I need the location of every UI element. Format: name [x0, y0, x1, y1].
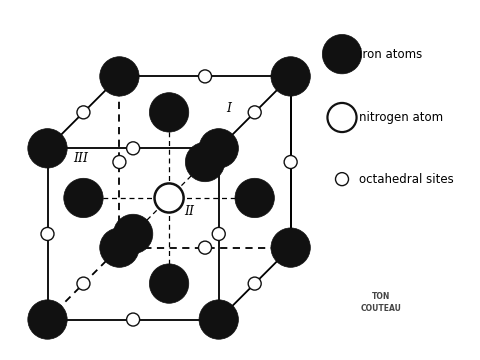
Text: I: I [226, 102, 231, 115]
Ellipse shape [100, 57, 139, 96]
Ellipse shape [185, 142, 225, 182]
Circle shape [248, 106, 261, 119]
Circle shape [155, 184, 184, 212]
Ellipse shape [100, 228, 139, 267]
Circle shape [327, 103, 357, 132]
Ellipse shape [113, 214, 153, 254]
Ellipse shape [199, 300, 239, 339]
Ellipse shape [149, 264, 189, 303]
Circle shape [77, 277, 90, 290]
Circle shape [199, 241, 212, 254]
Ellipse shape [235, 178, 275, 218]
Text: II: II [184, 205, 194, 218]
Circle shape [127, 313, 140, 326]
Circle shape [212, 228, 225, 240]
Text: nitrogen atom: nitrogen atom [359, 111, 443, 124]
Text: iron atoms: iron atoms [359, 48, 422, 60]
Circle shape [284, 156, 297, 168]
Circle shape [41, 228, 54, 240]
Circle shape [127, 142, 140, 155]
Text: TON
COUTEAU: TON COUTEAU [361, 292, 402, 313]
Ellipse shape [28, 129, 67, 168]
Circle shape [77, 106, 90, 119]
Text: III: III [73, 152, 88, 165]
Text: octahedral sites: octahedral sites [359, 173, 454, 186]
Ellipse shape [149, 93, 189, 132]
Circle shape [248, 277, 261, 290]
Circle shape [113, 156, 126, 168]
Ellipse shape [28, 300, 67, 339]
Ellipse shape [271, 57, 311, 96]
Ellipse shape [271, 228, 311, 267]
Ellipse shape [64, 178, 103, 218]
Circle shape [336, 173, 348, 186]
Ellipse shape [199, 129, 239, 168]
Circle shape [199, 70, 212, 83]
Circle shape [323, 35, 362, 74]
